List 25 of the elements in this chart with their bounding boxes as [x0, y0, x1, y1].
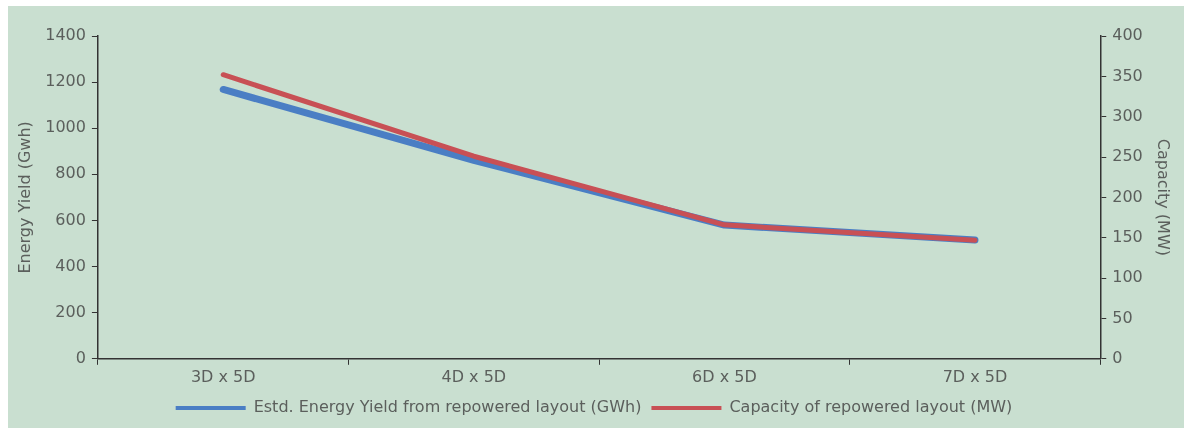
- y2-tick-label: 400: [1112, 25, 1143, 45]
- y-tick-label: 1200: [45, 71, 86, 91]
- y-tick-label: 0: [75, 347, 86, 367]
- y2-tick-label: 0: [1112, 347, 1123, 367]
- y-tick-label: 400: [55, 255, 86, 275]
- y2-tick-label: 150: [1112, 226, 1143, 246]
- y2-tick-label: 50: [1112, 307, 1133, 327]
- y-tick-label: 200: [55, 301, 86, 321]
- y2-tick-label: 100: [1112, 267, 1143, 287]
- y-tick-label: 800: [55, 163, 86, 183]
- x-tick-label: 3D x 5D: [190, 366, 256, 386]
- y2-tick-label: 200: [1112, 186, 1143, 206]
- y2-tick-label: 250: [1112, 146, 1143, 166]
- y2-tick-label: 350: [1112, 65, 1143, 85]
- legend-label: Capacity of repowered layout (MW): [729, 397, 1013, 417]
- y2-tick-label: 300: [1112, 105, 1143, 125]
- legend-label: Estd. Energy Yield from repowered layout (GWh): [253, 397, 642, 417]
- x-tick-label: 4D x 5D: [441, 366, 507, 386]
- x-tick-label: 7D x 5D: [942, 366, 1008, 386]
- y-axis-title: Energy Yield (Gwh): [14, 121, 34, 274]
- y-tick-label: 1400: [45, 25, 86, 45]
- x-tick-label: 6D x 5D: [692, 366, 757, 386]
- y-tick-label: 600: [55, 209, 86, 229]
- y2-axis-title: Capacity (MW): [1154, 138, 1174, 256]
- y-tick-label: 1000: [45, 117, 86, 137]
